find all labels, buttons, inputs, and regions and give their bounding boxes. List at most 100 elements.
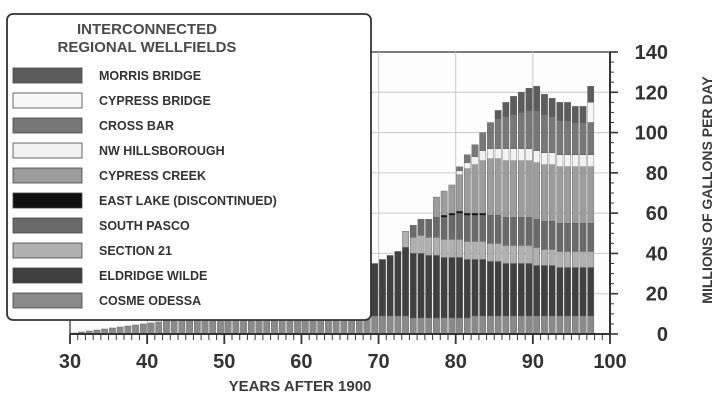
bar-segment [409,237,417,254]
bar-segment [379,259,386,317]
bar-segment [417,253,425,319]
bar-segment [448,257,456,319]
bar-segment [502,116,510,149]
bar-segment [502,160,510,218]
bar-segment [456,317,463,335]
bar-segment [479,132,487,151]
bar-segment [533,219,541,248]
bar-segment [525,160,533,218]
bar-segment [463,259,471,319]
legend-swatch [12,292,83,309]
x-tick-label: 60 [290,351,312,373]
legend-swatch [12,217,83,234]
bar-segment [533,315,541,335]
y-axis-title: MILLIONS OF GALLONS PER DAY [699,76,715,304]
bar-segment [541,265,548,317]
bar-segment [533,247,541,266]
bar-segment [440,214,448,218]
bar-segment [479,160,487,214]
bar-segment [579,122,587,155]
bar-segment [571,166,579,224]
bar-segment [556,154,564,167]
bar-segment [571,251,579,268]
legend-entry-label: MORRIS BRIDGE [99,69,201,83]
x-tick-label: 50 [213,351,235,373]
legend-entry-label: EAST LAKE (DISCONTINUED) [99,194,277,208]
bar-segment [579,251,587,268]
bar-segment [456,239,463,258]
bar-segment [494,243,502,262]
bar-segment [433,255,440,319]
x-tick-label: 30 [59,351,81,373]
legend-swatch [12,142,83,159]
bar-segment [178,318,186,335]
bar-segment [487,122,494,149]
bar-segment [471,241,479,260]
y-tick-label: 100 [635,123,668,145]
bar-segment [479,214,487,242]
bar-segment [579,315,587,335]
bar-segment [371,263,379,317]
x-tick-label: 100 [593,351,626,373]
bar-segment [170,319,178,335]
bar-segment [564,223,571,252]
bar-segment [525,148,533,161]
bar-segment [471,164,479,214]
bar-segment [487,214,494,244]
bar-segment [386,255,394,317]
bar-segment [456,257,463,319]
bar-segment [548,152,556,165]
bar-segment [425,255,433,319]
bar-segment [533,110,541,151]
bar-segment [402,247,409,317]
bar-segment [533,162,541,220]
bar-segment [463,317,471,335]
bar-segment [386,315,394,335]
bar-segment [564,267,571,317]
bar-segment [556,251,564,268]
bar-segment [510,96,517,115]
bar-segment [517,315,525,335]
bar-segment [471,144,479,157]
bar-segment [541,221,548,250]
bar-segment [548,265,556,317]
x-tick-label: 40 [136,351,158,373]
bar-segment [440,317,448,335]
bar-segment [571,154,579,167]
bar-segment [587,267,595,317]
x-tick-label: 80 [445,351,467,373]
bar-segment [494,158,502,216]
bar-segment [510,263,517,317]
bar-segment [487,315,494,335]
bar-segment [587,86,595,103]
bar-segment [541,164,548,222]
bar-segment [525,88,533,111]
legend-entry-label: NW HILLSBOROUGH [99,144,225,158]
bar-segment [541,315,548,335]
bar-segment [402,231,409,248]
bar-segment [456,210,463,214]
bar-segment [463,154,471,163]
bar-segment [556,223,564,252]
legend-swatch [12,92,83,109]
x-tick-label: 90 [522,351,544,373]
bar-segment [548,116,556,153]
bar-segment [579,154,587,167]
bar-segment [471,156,479,165]
bar-segment [579,223,587,252]
bar-segment [510,114,517,149]
bar-segment [479,212,487,216]
y-tick-label: 0 [657,324,668,346]
bar-segment [587,154,595,167]
bar-segment [425,219,433,238]
bar-segment [541,114,548,153]
legend-box [6,13,372,321]
bar-segment [433,216,440,238]
legend-entry-label: SECTION 21 [99,244,172,258]
bar-segment [479,241,487,260]
bar-segment [448,239,456,258]
bar-segment [433,237,440,256]
